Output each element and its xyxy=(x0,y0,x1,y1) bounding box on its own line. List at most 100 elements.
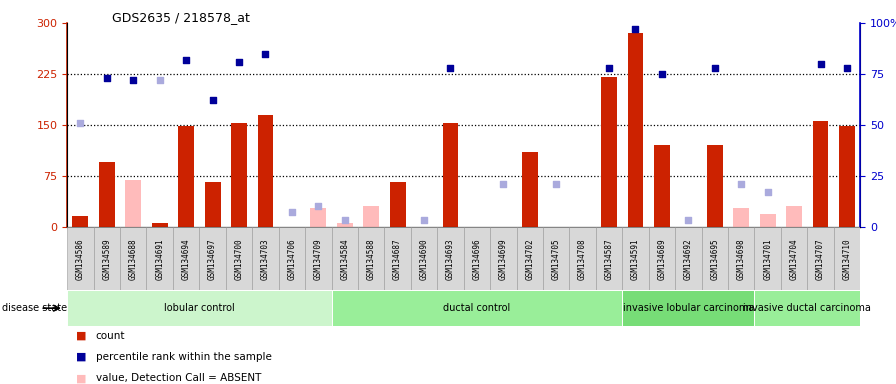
Point xyxy=(232,59,246,65)
Point xyxy=(285,209,299,215)
Point xyxy=(814,61,828,67)
Bar xyxy=(833,227,860,290)
Point xyxy=(761,189,775,195)
Bar xyxy=(199,227,226,290)
Point xyxy=(73,120,88,126)
Bar xyxy=(464,227,490,290)
Point xyxy=(417,217,431,223)
Text: GSM134710: GSM134710 xyxy=(842,239,851,280)
Bar xyxy=(67,227,93,290)
Bar xyxy=(702,227,728,290)
Text: GSM134707: GSM134707 xyxy=(816,239,825,280)
Text: lobular control: lobular control xyxy=(164,303,235,313)
Point xyxy=(549,181,564,187)
Bar xyxy=(490,227,516,290)
Point xyxy=(179,56,194,63)
Bar xyxy=(226,227,253,290)
Text: GSM134709: GSM134709 xyxy=(314,239,323,280)
Bar xyxy=(521,152,538,227)
Bar xyxy=(707,145,723,227)
Point xyxy=(258,51,272,57)
Point xyxy=(152,77,167,83)
Point xyxy=(708,65,722,71)
Bar xyxy=(332,227,358,290)
Point xyxy=(496,181,511,187)
Text: GSM134703: GSM134703 xyxy=(261,239,270,280)
Point xyxy=(338,217,352,223)
Bar xyxy=(253,227,279,290)
Bar xyxy=(337,223,353,227)
Bar xyxy=(760,214,776,227)
Bar xyxy=(93,227,120,290)
Bar xyxy=(443,123,459,227)
Text: GSM134690: GSM134690 xyxy=(419,239,428,280)
Bar xyxy=(813,121,829,227)
Point xyxy=(655,71,669,77)
Point xyxy=(311,203,325,209)
Point xyxy=(602,65,616,71)
Bar xyxy=(363,206,379,227)
Point xyxy=(734,181,748,187)
Bar xyxy=(786,206,802,227)
Text: GSM134701: GSM134701 xyxy=(763,239,772,280)
Text: GSM134584: GSM134584 xyxy=(340,239,349,280)
Text: ■: ■ xyxy=(76,331,87,341)
Bar xyxy=(437,227,464,290)
Point xyxy=(205,97,220,103)
Text: ductal control: ductal control xyxy=(444,303,511,313)
Text: GSM134587: GSM134587 xyxy=(605,239,614,280)
Bar xyxy=(305,227,332,290)
Point xyxy=(681,217,695,223)
Bar xyxy=(178,126,194,227)
Bar xyxy=(622,227,649,290)
Bar xyxy=(754,290,860,326)
Text: invasive lobular carcinoma: invasive lobular carcinoma xyxy=(623,303,754,313)
Bar xyxy=(279,227,305,290)
Bar xyxy=(390,182,406,227)
Text: ■: ■ xyxy=(76,352,87,362)
Bar xyxy=(332,290,622,326)
Point xyxy=(444,65,458,71)
Bar xyxy=(807,227,833,290)
Bar xyxy=(654,145,670,227)
Text: GSM134698: GSM134698 xyxy=(737,239,745,280)
Text: disease state: disease state xyxy=(2,303,67,313)
Bar xyxy=(728,227,754,290)
Text: value, Detection Call = ABSENT: value, Detection Call = ABSENT xyxy=(96,373,262,383)
Bar xyxy=(310,208,326,227)
Text: GSM134706: GSM134706 xyxy=(288,239,297,280)
Bar xyxy=(204,182,220,227)
Text: GSM134702: GSM134702 xyxy=(525,239,534,280)
Bar xyxy=(839,126,855,227)
Bar xyxy=(780,227,807,290)
Point xyxy=(126,77,141,83)
Bar xyxy=(151,223,168,227)
Text: GSM134695: GSM134695 xyxy=(711,239,719,280)
Text: GSM134699: GSM134699 xyxy=(499,239,508,280)
Bar xyxy=(622,290,754,326)
Text: GSM134705: GSM134705 xyxy=(552,239,561,280)
Text: ■: ■ xyxy=(76,373,87,383)
Bar xyxy=(649,227,676,290)
Bar xyxy=(99,162,115,227)
Text: GSM134688: GSM134688 xyxy=(129,239,138,280)
Text: GSM134704: GSM134704 xyxy=(789,239,798,280)
Bar xyxy=(173,227,199,290)
Bar xyxy=(73,217,89,227)
Text: GSM134588: GSM134588 xyxy=(366,239,375,280)
Text: GSM134586: GSM134586 xyxy=(76,239,85,280)
Bar xyxy=(676,227,702,290)
Text: GSM134700: GSM134700 xyxy=(235,239,244,280)
Text: invasive ductal carcinoma: invasive ductal carcinoma xyxy=(744,303,871,313)
Text: GDS2635 / 218578_at: GDS2635 / 218578_at xyxy=(112,12,250,25)
Text: GSM134691: GSM134691 xyxy=(155,239,164,280)
Text: GSM134697: GSM134697 xyxy=(208,239,217,280)
Point xyxy=(628,26,642,32)
Bar xyxy=(601,77,617,227)
Text: GSM134687: GSM134687 xyxy=(393,239,402,280)
Text: GSM134693: GSM134693 xyxy=(446,239,455,280)
Text: GSM134591: GSM134591 xyxy=(631,239,640,280)
Bar xyxy=(733,208,749,227)
Bar xyxy=(627,33,643,227)
Bar xyxy=(570,227,596,290)
